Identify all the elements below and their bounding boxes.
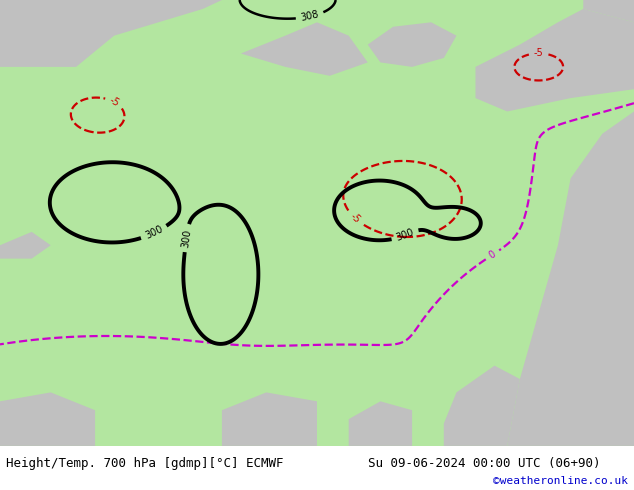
Polygon shape bbox=[368, 22, 456, 67]
Polygon shape bbox=[241, 22, 368, 76]
Text: Height/Temp. 700 hPa [gdmp][°C] ECMWF: Height/Temp. 700 hPa [gdmp][°C] ECMWF bbox=[6, 457, 284, 470]
Text: 308: 308 bbox=[300, 10, 320, 24]
Text: 300: 300 bbox=[395, 227, 415, 243]
Text: 300: 300 bbox=[180, 228, 193, 248]
Text: -5: -5 bbox=[534, 49, 543, 58]
Polygon shape bbox=[222, 392, 317, 446]
Text: -5: -5 bbox=[348, 211, 362, 225]
Text: 300: 300 bbox=[144, 224, 165, 241]
Text: ©weatheronline.co.uk: ©weatheronline.co.uk bbox=[493, 476, 628, 487]
Polygon shape bbox=[507, 112, 634, 446]
Polygon shape bbox=[349, 401, 412, 446]
Text: 0: 0 bbox=[487, 249, 498, 261]
Polygon shape bbox=[476, 9, 634, 112]
Polygon shape bbox=[0, 232, 51, 259]
Polygon shape bbox=[0, 392, 95, 446]
Polygon shape bbox=[0, 0, 222, 67]
Polygon shape bbox=[583, 0, 634, 22]
Polygon shape bbox=[444, 366, 520, 446]
Text: Su 09-06-2024 00:00 UTC (06+90): Su 09-06-2024 00:00 UTC (06+90) bbox=[368, 457, 600, 470]
Text: -5: -5 bbox=[108, 96, 121, 109]
